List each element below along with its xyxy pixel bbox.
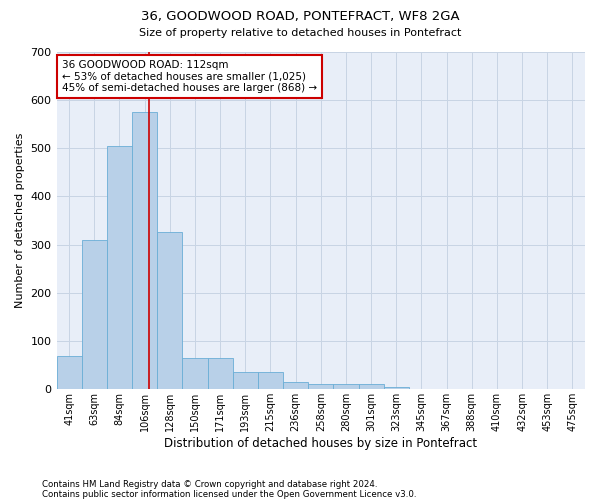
Bar	[334, 384, 359, 390]
Bar	[233, 372, 258, 390]
Bar	[56, 356, 82, 390]
Bar	[208, 358, 233, 390]
Bar	[283, 382, 308, 390]
Bar	[82, 240, 107, 390]
Y-axis label: Number of detached properties: Number of detached properties	[15, 132, 25, 308]
Text: 36, GOODWOOD ROAD, PONTEFRACT, WF8 2GA: 36, GOODWOOD ROAD, PONTEFRACT, WF8 2GA	[140, 10, 460, 23]
Text: 36 GOODWOOD ROAD: 112sqm
← 53% of detached houses are smaller (1,025)
45% of sem: 36 GOODWOOD ROAD: 112sqm ← 53% of detach…	[62, 60, 317, 93]
Bar	[383, 387, 409, 390]
Bar	[132, 112, 157, 390]
Bar	[359, 384, 383, 390]
Bar	[157, 232, 182, 390]
Bar	[107, 146, 132, 390]
Bar	[308, 384, 334, 390]
X-axis label: Distribution of detached houses by size in Pontefract: Distribution of detached houses by size …	[164, 437, 478, 450]
Bar	[182, 358, 208, 390]
Bar	[258, 372, 283, 390]
Text: Contains public sector information licensed under the Open Government Licence v3: Contains public sector information licen…	[42, 490, 416, 499]
Text: Size of property relative to detached houses in Pontefract: Size of property relative to detached ho…	[139, 28, 461, 38]
Text: Contains HM Land Registry data © Crown copyright and database right 2024.: Contains HM Land Registry data © Crown c…	[42, 480, 377, 489]
